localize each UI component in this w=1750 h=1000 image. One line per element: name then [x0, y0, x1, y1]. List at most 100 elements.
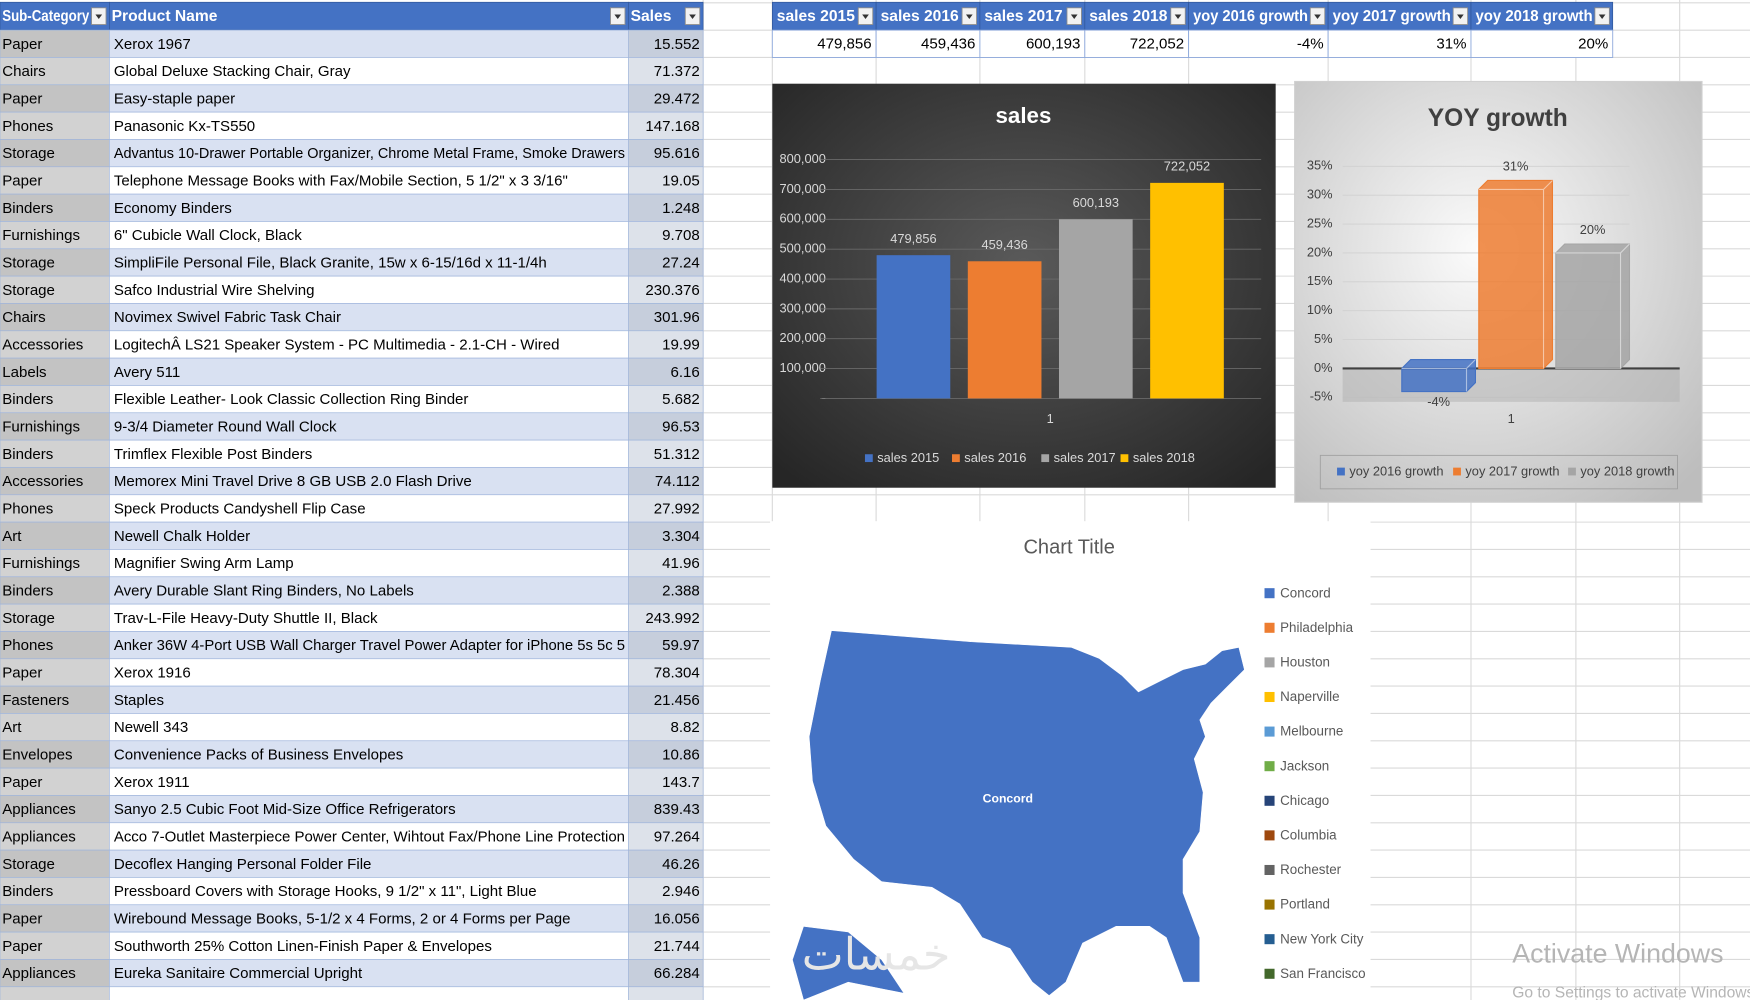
filter-arrow: [1598, 14, 1606, 19]
filter-arrow: [1070, 14, 1078, 19]
summary-value: 722,052: [1130, 36, 1184, 53]
legend-swatch: [1337, 467, 1345, 476]
bar-edge: [1401, 359, 1476, 392]
sub-category: Binders: [2, 200, 53, 217]
product-name: LogitechÂ LS21 Speaker System - PC Multi…: [114, 337, 560, 354]
sub-category: Furnishings: [2, 555, 80, 572]
legend-label: New York City: [1280, 931, 1364, 946]
table-cell: [628, 986, 704, 1000]
table-cell: [109, 385, 629, 414]
legend-label: Portland: [1280, 897, 1330, 912]
sales-value: 3.304: [662, 528, 700, 545]
legend-label: Columbia: [1280, 827, 1337, 842]
product-name: Sanyo 2.5 Cubic Foot Mid-Size Office Ref…: [114, 801, 456, 818]
table-cell: [109, 713, 629, 742]
summary-header: sales 2018: [1089, 8, 1167, 25]
watermark-subtitle: Go to Settings to activate Windows.: [1512, 984, 1750, 1000]
legend-label: Melbourne: [1280, 724, 1343, 739]
sub-category: Furnishings: [2, 227, 80, 244]
product-name: Novimex Swivel Fabric Task Chair: [114, 309, 341, 326]
table-cell: [0, 248, 110, 277]
bar: [1401, 358, 1477, 393]
table-cell: [628, 576, 704, 605]
product-name: Panasonic Kx-TS550: [114, 118, 255, 135]
summary-value: 479,856: [817, 36, 871, 53]
table-cell: [0, 603, 110, 632]
sub-category: Storage: [2, 856, 55, 873]
sub-category: Phones: [2, 501, 53, 518]
sales-value: 2.388: [662, 583, 700, 600]
table-cell: [109, 275, 629, 304]
sales-value: 59.97: [662, 637, 700, 654]
sales-value: 143.7: [662, 774, 700, 791]
legend-label: Chicago: [1280, 793, 1329, 808]
sub-category: Binders: [2, 583, 53, 600]
sales-value: 230.376: [645, 282, 699, 299]
sales-value: 6.16: [670, 364, 699, 381]
y-tick-label: 700,000: [780, 181, 826, 196]
table-cell: [0, 275, 110, 304]
bar: [876, 255, 951, 399]
legend-label: Naperville: [1280, 689, 1339, 704]
us-map: [792, 630, 1245, 1000]
sub-category: Envelopes: [2, 747, 72, 764]
sales-value: 1.248: [662, 200, 700, 217]
filter-arrow: [1314, 14, 1321, 19]
legend-swatch: [1264, 968, 1275, 979]
product-name: Newell Chalk Holder: [114, 528, 250, 545]
table-cell: [109, 549, 629, 578]
legend-label: sales 2018: [1133, 450, 1195, 465]
table-cell: [0, 767, 110, 796]
y-tick-label: 0%: [1314, 360, 1333, 375]
table-cell: [109, 767, 629, 796]
sales-value: 16.056: [654, 911, 700, 928]
sales-value: 2.946: [662, 883, 700, 900]
table-cell: [628, 111, 704, 140]
sales-value: 21.456: [654, 692, 700, 709]
legend-swatch: [1041, 454, 1050, 463]
table-cell: [109, 494, 629, 523]
legend-swatch: [1264, 864, 1275, 875]
table-cell: [109, 521, 629, 550]
sales-value: 41.96: [662, 555, 700, 572]
data-label: -4%: [1427, 394, 1450, 409]
map-label: Concord: [983, 791, 1033, 805]
sub-category: Accessories: [2, 473, 83, 490]
table-cell: [0, 166, 110, 195]
summary-header: yoy 2017 growth: [1333, 8, 1451, 25]
table-cell: [0, 986, 110, 1000]
sales-value: 243.992: [645, 610, 699, 627]
table-cell: [0, 193, 110, 222]
sub-category: Appliances: [2, 829, 76, 846]
sales-value: 66.284: [654, 965, 700, 982]
table-cell: [109, 193, 629, 222]
legend-swatch: [1264, 830, 1275, 841]
y-tick-label: 200,000: [780, 330, 826, 345]
product-name: Memorex Mini Travel Drive 8 GB USB 2.0 F…: [114, 473, 472, 490]
sub-category: Appliances: [2, 801, 76, 818]
table-cell: [0, 84, 110, 113]
legend-swatch: [1264, 622, 1275, 633]
sales-value: 27.24: [662, 255, 700, 272]
sales-value: 5.682: [662, 391, 700, 408]
table-cell: [628, 412, 704, 441]
bar-edge: [1478, 180, 1553, 369]
product-name: Convenience Packs of Business Envelopes: [114, 747, 403, 764]
sales-value: 10.86: [662, 747, 700, 764]
sub-category: Art: [2, 719, 22, 736]
sales-value: 74.112: [655, 473, 700, 490]
legend-label: Concord: [1280, 585, 1331, 600]
legend-swatch: [1264, 761, 1275, 772]
summary-header: sales 2017: [984, 8, 1062, 25]
sales-value: 19.99: [662, 337, 700, 354]
table-cell: [109, 603, 629, 632]
sub-category: Binders: [2, 391, 53, 408]
table-cell: [109, 412, 629, 441]
table-cell: [628, 303, 704, 332]
sales-value: 839.43: [654, 801, 700, 818]
legend-swatch: [1264, 726, 1275, 737]
legend-swatch: [864, 454, 873, 463]
sub-category: Fasteners: [2, 692, 69, 709]
table-cell: [109, 959, 629, 988]
